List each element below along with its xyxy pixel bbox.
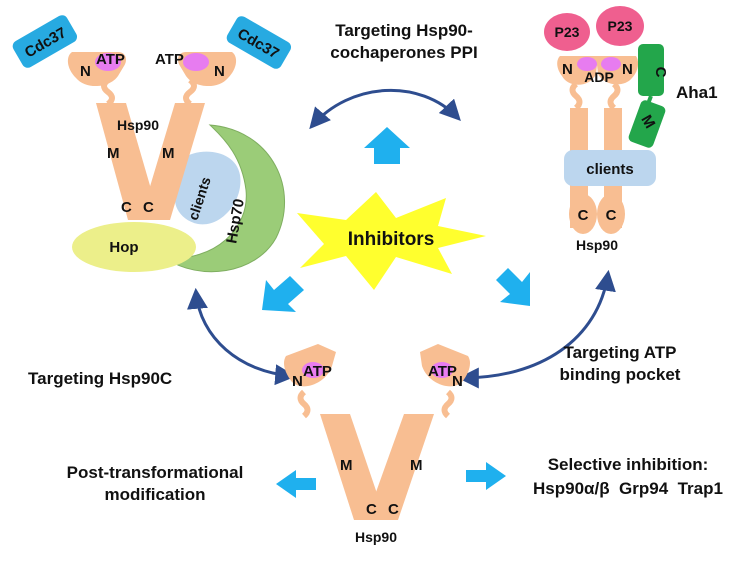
bottom-complex: N ATP ATP N M M C C Hsp90 [284,344,470,545]
hsp70-shape [163,124,285,273]
aha1-label: Aha1 [676,83,718,102]
clients-shape [171,151,241,225]
cdc37-box [12,15,78,68]
adp-pocket [577,57,597,71]
cdc37-box [226,16,292,69]
n-domain-label: N [622,61,633,78]
adp-pocket [601,57,621,71]
hop-label: Hop [109,239,138,256]
m-domain-label: M [340,457,353,474]
right-c-domain [597,194,625,234]
m-domain-label: M [162,145,175,162]
right-c-domain [569,194,597,234]
atp-label: ATP [303,363,332,380]
n-domain-label: N [452,373,463,390]
hsp90-left-arm [96,103,160,220]
inhibitors-center: Inhibitors [262,192,530,312]
m-domain-label: M [107,145,120,162]
n-domain-label: N [214,63,225,80]
clients-label: clients [586,161,634,178]
left-complex: Cdc37 Cdc37 N N ATP ATP Hsp90 M M C C cl… [12,15,292,273]
ppi-strategy-line1: Targeting Hsp90- [335,21,473,40]
c-domain-label: C [143,199,154,216]
blue-arrow-left [276,470,316,498]
p23-label: P23 [608,18,633,34]
ptm-strategy-line2: modification [104,485,205,504]
c-domain-label: C [578,207,589,224]
atp-pocket [302,362,324,378]
atp-label: ATP [155,51,184,68]
c-domain-label: C [388,501,399,518]
inhibitors-burst [297,192,486,290]
p23-label: P23 [555,24,580,40]
atp-strategy-line2: binding pocket [560,365,681,384]
curve-arrow-hsp90c [187,287,297,386]
atp-strategy-line1: Targeting ATP [563,343,676,362]
atp-pocket [183,53,209,71]
hop-shape [72,222,196,272]
blue-arrow-up [364,127,410,164]
inhibitors-label: Inhibitors [348,229,435,250]
selective-strategy-line2: Hsp90α/β Grp94 Trap1 [533,479,723,498]
clients-box [564,150,656,186]
ptm-strategy-line1: Post-transformational [67,463,244,482]
atp-pocket [95,53,121,71]
blue-arrow-right [466,462,506,490]
hsp90c-strategy-label: Targeting Hsp90C [28,369,172,388]
aha1-c-label: C [652,67,669,78]
atp-label: ATP [428,363,457,380]
hsp90-bottom-left-arm [320,414,386,520]
curve-arrow-atp [457,269,616,389]
hsp90-label: Hsp90 [117,117,159,133]
right-complex: P23 P23 C M Aha1 N ADP N clients C C Hsp… [544,6,718,253]
ppi-strategy-line2: cochaperones PPI [330,43,477,62]
blue-arrow-down-left [262,276,304,312]
blue-arrow-down-right [496,268,530,306]
c-domain-label: C [121,199,132,216]
m-domain-label: M [410,457,423,474]
atp-pocket [431,362,453,378]
hsp90-bottom-right-arm [366,414,434,520]
n-domain-label: N [562,61,573,78]
curve-arrow-ppi [309,89,461,130]
adp-label: ADP [584,69,614,85]
aha1-m-domain [628,100,666,148]
c-domain-label: C [606,207,617,224]
n-domain-label: N [80,63,91,80]
n-domain-label: N [292,373,303,390]
p23-shape [596,6,644,46]
p23-shape [544,13,590,51]
hsp90-label: Hsp90 [355,529,397,545]
c-domain-label: C [366,501,377,518]
hsp90-right-arm [140,103,205,220]
hsp90-label: Hsp90 [576,237,618,253]
ppi-strategy: Targeting Hsp90- cochaperones PPI [309,21,478,164]
aha1-c-domain [638,44,664,96]
atp-label: ATP [96,51,125,68]
selective-strategy-line1: Selective inhibition: [548,455,709,474]
